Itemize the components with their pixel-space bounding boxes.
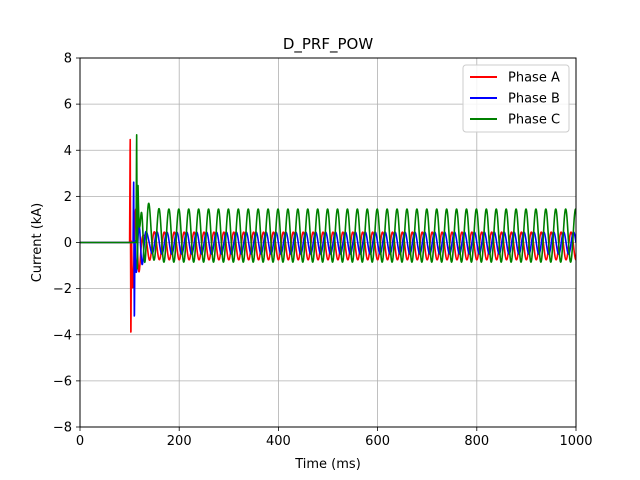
legend: Phase A Phase B Phase C [462,64,570,133]
y-tick-label: 8 [64,52,72,67]
x-tick-label: 1000 [559,434,592,449]
y-tick-label: 6 [64,98,72,113]
y-tick-label: −2 [53,282,72,297]
x-tick-label: 200 [167,434,192,449]
legend-label: Phase B [508,92,560,107]
y-axis-title: Current (kA) [30,203,45,283]
legend-label: Phase A [508,71,560,86]
y-tick-label: −8 [53,421,72,436]
y-tick-label: 0 [64,236,72,251]
chart-title: D_PRF_POW [283,35,373,54]
legend-box [462,64,570,133]
x-tick-label: 600 [365,434,390,449]
series-layer [80,134,576,333]
y-tick-label: −6 [53,374,72,389]
legend-label: Phase C [508,113,560,128]
x-axis-title: Time (ms) [294,457,361,472]
y-tick-label: −4 [53,328,72,343]
x-tick-label: 0 [76,434,84,449]
ticks: 0 200 400 600 800 1000 −8 −6 −4 −2 0 2 4 6 8 [53,52,593,450]
series-line-3 [80,134,576,270]
x-tick-label: 800 [464,434,489,449]
x-tick-label: 400 [266,434,291,449]
y-tick-label: 2 [64,190,72,205]
y-tick-label: 4 [64,144,72,159]
